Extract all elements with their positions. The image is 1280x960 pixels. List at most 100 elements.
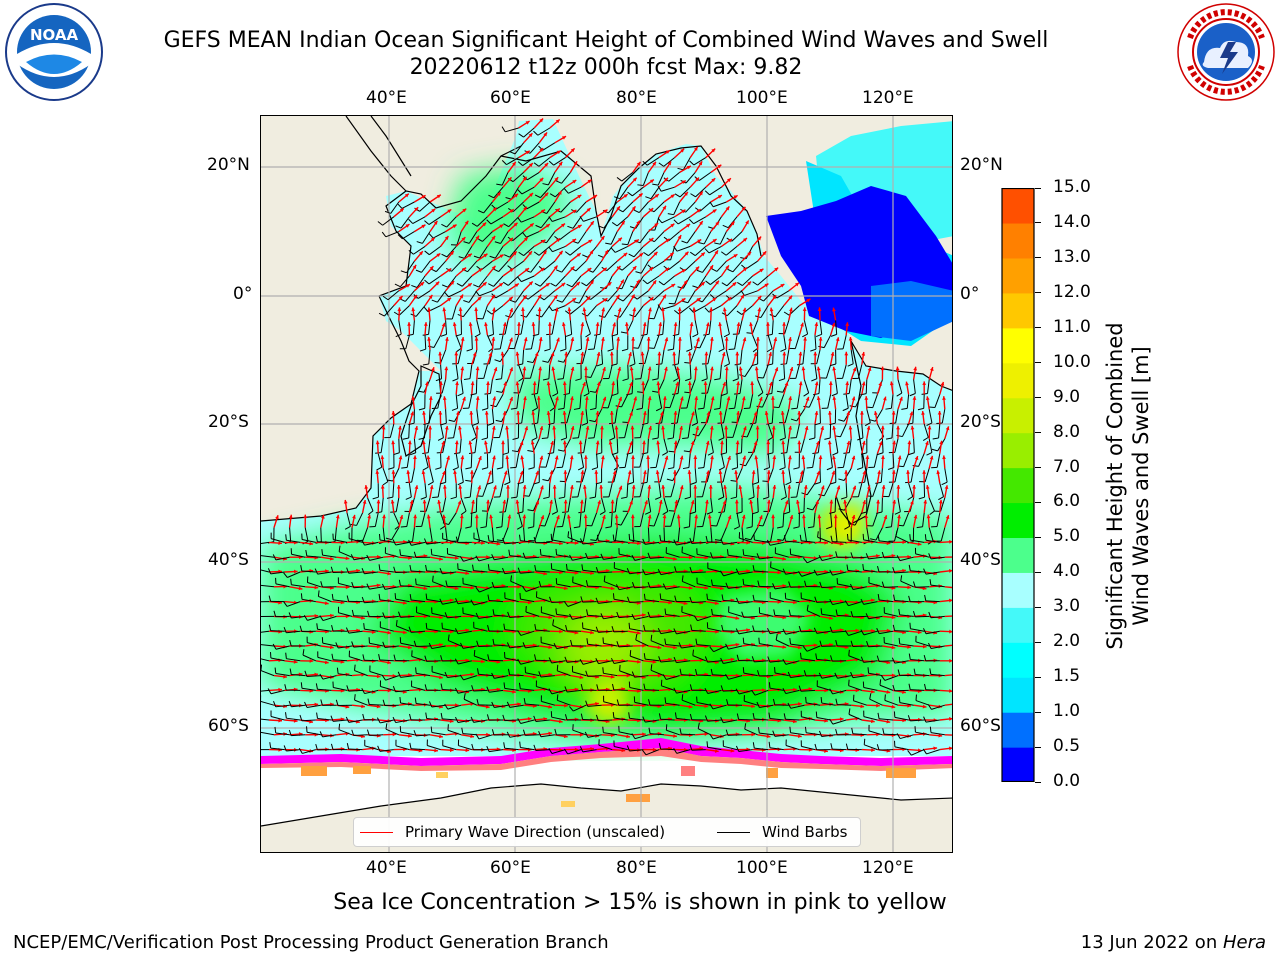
wind-barb-shaft [691,571,706,574]
wind-barb-feather [491,581,495,588]
wind-barb-feather [274,667,277,674]
wind-barb-shaft [458,660,472,665]
wind-barb-feather [409,564,412,572]
wind-barb-shaft [918,453,925,467]
wind-barb-feather [627,596,630,603]
wind-barb-feather [319,615,324,621]
wave-direction-arrowhead [788,295,793,300]
wave-direction-arrowhead [695,426,700,430]
wave-direction-arrowhead [780,411,785,415]
wind-barb-feather [718,437,725,441]
wind-barb-feather [667,348,674,351]
wind-barb-feather [875,481,882,484]
wave-direction-arrowhead [733,195,738,199]
wind-barb-shaft [732,260,743,273]
wind-barb-feather [788,581,791,588]
wave-direction-arrowhead [579,499,584,504]
wave-direction-arrowhead [604,249,609,254]
wind-barb-feather [285,652,287,659]
wind-barb-feather [344,525,351,530]
wave-direction-arrowhead [470,585,475,590]
wave-direction-arrowhead [698,161,703,166]
wind-barb-shaft [910,689,925,691]
wind-barb-shaft [576,201,587,213]
wind-barb-shaft [493,186,504,199]
wind-barb-feather [912,465,919,467]
wind-barb-shaft [707,541,722,543]
wave-direction-arrowhead [525,150,530,155]
wind-barb-shaft [622,290,634,302]
wave-direction-arrowhead [801,366,806,371]
wave-direction-arrowhead [805,396,810,401]
wind-barb-shaft [703,394,707,409]
wave-direction-arrowhead [436,194,441,199]
wave-direction-arrowhead [629,382,633,387]
wind-barb-feather [596,684,599,691]
wind-barb-shaft [769,687,784,691]
wind-barb-shaft [744,364,754,377]
wave-direction-arrowhead [767,499,771,504]
wave-direction-arrowhead [705,322,710,327]
wind-barb-feather [528,467,535,470]
map-plot-area[interactable] [260,115,953,853]
wind-barb-shaft [843,468,852,481]
wind-barb-feather [351,581,355,588]
wind-barb-feather [558,407,565,410]
wind-barb-shaft [785,571,800,575]
wind-barb-feather [385,537,392,541]
wind-barb-feather [610,247,616,253]
wave-direction-arrowhead [455,411,460,415]
wave-direction-arrowhead [816,396,821,401]
wind-barb-shaft [800,689,816,692]
wind-barb-feather [877,534,880,541]
wind-barb-shaft [848,630,862,636]
wind-barb-feather [746,332,753,334]
wind-barb-shaft [689,379,696,393]
wave-direction-arrowhead [541,209,546,214]
wave-direction-arrowhead [754,366,759,371]
wind-barb-feather [721,393,728,396]
wind-barb-feather [662,583,667,590]
wind-barb-shaft [925,571,940,575]
wave-direction-arrowhead [865,455,870,460]
wave-direction-arrowhead [517,584,521,589]
wind-barb-feather [567,531,570,538]
wind-barb-feather [585,333,591,338]
wind-barb-feather [766,539,771,546]
wave-direction-arrowhead [852,485,857,490]
wave-direction-arrowhead [335,514,340,519]
wind-barb-feather [516,363,523,366]
wind-barb-feather [474,333,481,338]
wave-direction-arrowhead [586,208,591,212]
wind-barb-feather [782,688,787,694]
wind-barb-shaft [478,615,493,619]
wind-barb-feather [802,333,808,338]
wind-barb-feather [430,548,433,555]
wind-barb-feather [351,641,355,648]
wave-direction-arrowhead [577,225,582,229]
wind-barb-shaft [482,231,493,242]
wind-barb-shaft [401,201,415,209]
wind-barb-shaft [595,527,603,541]
wind-barb-feather [718,496,724,500]
wave-direction-arrowhead [516,411,521,415]
wind-barb-shaft [786,349,790,364]
wave-direction-arrowhead [762,251,767,256]
wind-barb-shaft [411,599,426,603]
wave-direction-arrowhead [387,660,392,665]
wind-barb-shaft [785,689,800,695]
wave-direction-arrowhead [617,237,622,242]
wind-barb-feather [673,245,678,252]
noaa-logo-text: NOAA [30,26,79,44]
wind-barb-shaft [451,305,457,320]
wind-barb-shaft [404,290,415,302]
wave-direction-arrowhead [740,294,745,299]
wind-barb-shaft [509,674,524,677]
wave-direction-arrowhead [733,254,738,258]
wave-direction-arrowhead [469,411,474,415]
wind-barb-feather [564,686,568,693]
wind-barb-feather [442,522,449,526]
wind-barb-feather [662,451,668,456]
wind-barb-shaft [527,171,540,181]
wind-barb-feather [538,671,542,678]
